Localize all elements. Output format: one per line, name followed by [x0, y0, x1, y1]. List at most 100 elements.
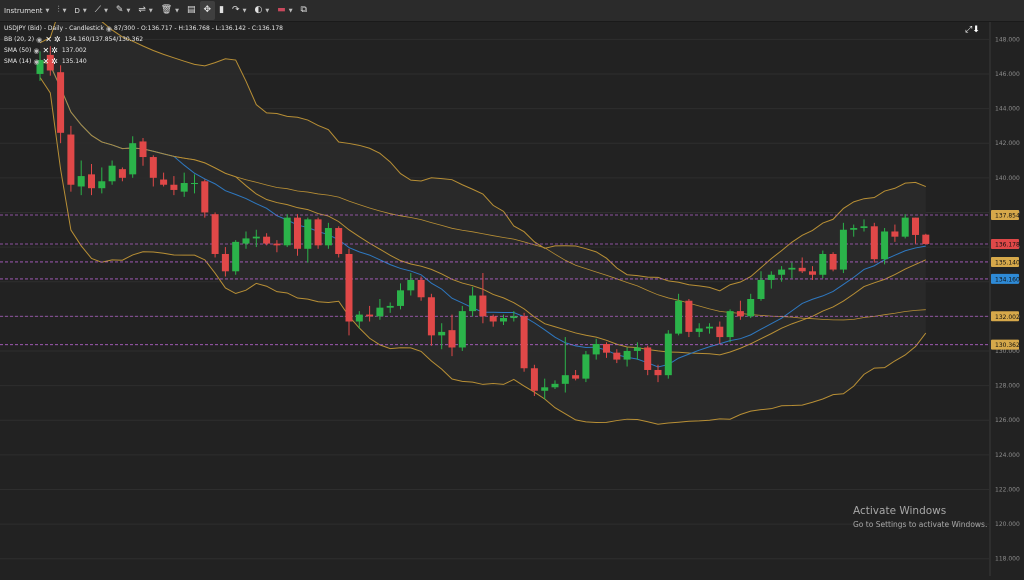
candle-body [901, 217, 909, 237]
price-marker-label: 137.854 [995, 212, 1020, 219]
candle-body [572, 375, 580, 379]
price-tick-label: 122.000 [995, 486, 1020, 493]
candle-body [500, 318, 507, 322]
price-tick-label: 148.000 [995, 36, 1020, 43]
candle-body [36, 60, 44, 74]
price-marker-label: 132.002 [995, 314, 1020, 321]
settings-icon[interactable]: ✲ [53, 35, 61, 44]
candle-body [252, 236, 260, 239]
pen-tool-icon: ✎ [115, 5, 124, 15]
bollinger-lower-line [39, 77, 927, 425]
line-tool-button[interactable]: ⟋ ▼ [91, 1, 112, 20]
fib-tool-button[interactable]: ⇌ ▼ [134, 1, 156, 20]
legend-sma50: SMA (50) ◉ ✕ ✲ 137.002 [4, 46, 87, 55]
candle-body [860, 226, 868, 229]
bollinger-upper-line [39, 0, 926, 292]
chevron-down-icon: ▼ [62, 7, 67, 14]
candle-body [778, 269, 786, 275]
candle-body [294, 217, 301, 249]
candle-body [695, 328, 703, 332]
candle-body [376, 307, 384, 317]
theme-button[interactable]: ◐ ▼ [250, 1, 273, 20]
legend-sma14-value: 135.140 [61, 58, 87, 65]
candle-body [88, 174, 95, 189]
candle-body [747, 299, 755, 317]
legend-bb-label: BB (20, 2) [4, 36, 35, 43]
candle-body [603, 344, 610, 353]
legend-sma50-label: SMA (50) [4, 47, 32, 54]
price-tick-label: 118.000 [995, 556, 1020, 563]
legend-ohlc: 87/300 - O:136.717 - H:136.768 - L:136.1… [113, 25, 283, 32]
candle-body [345, 253, 353, 322]
candle-body [510, 316, 518, 319]
candle-body [355, 314, 363, 322]
chevron-down-icon: ▼ [175, 7, 180, 14]
pen-tool-button[interactable]: ✎ ▼ [112, 1, 134, 20]
price-marker-label: 130.362 [995, 342, 1020, 349]
price-tick-label: 130.000 [995, 348, 1020, 355]
candle-body [427, 297, 435, 336]
share-icon: ↷ [232, 5, 240, 15]
price-tick-label: 120.000 [995, 521, 1020, 528]
legend-bb: BB (20, 2) ◉ ✕ ✲ 134.160/137.854/130.362 [4, 35, 143, 44]
legend-sma50-value: 137.002 [61, 47, 87, 54]
candle-body [108, 165, 116, 182]
remove-indicator-icon[interactable]: ✕ [42, 46, 50, 55]
candle-body [541, 387, 549, 391]
expand-icon[interactable]: ⤢⬇ [965, 25, 980, 35]
layout-button[interactable]: ▤ [183, 1, 200, 20]
candle-body [335, 228, 343, 254]
candle-body [201, 181, 209, 213]
candle-body [438, 331, 446, 336]
crosshair-button[interactable]: ✥ [199, 1, 216, 20]
settings-icon[interactable]: ✲ [51, 57, 58, 66]
legend-symbol: USDJPY (Bid) - Daily - Candlestick ◉ 87/… [4, 24, 283, 33]
price-marker-tag [991, 256, 1019, 267]
price-marker-tag [991, 339, 1019, 350]
price-tick-label: 146.000 [995, 71, 1020, 78]
language-button[interactable]: ▬ ▼ [273, 1, 296, 20]
remove-indicator-icon[interactable]: ✕ [42, 57, 50, 66]
indicators-button[interactable]: ▮ [215, 1, 228, 20]
candle-body [417, 279, 425, 298]
candle-body [458, 311, 466, 348]
legend-sma14-label: SMA (14) [4, 58, 32, 65]
candle-body [716, 326, 724, 338]
instrument-selector[interactable]: Instrument ▼ [0, 1, 53, 20]
candle-body [613, 352, 621, 360]
activate-windows-watermark: Activate Windows Go to Settings to activ… [853, 505, 988, 529]
timeframe-selector[interactable]: D ▼ [71, 1, 91, 20]
share-button[interactable]: ↷ ▼ [228, 1, 250, 20]
chart-type-icon: ⫶ [57, 5, 60, 15]
fib-tool-icon: ⇌ [138, 5, 146, 15]
candle-body [551, 383, 559, 388]
delete-button[interactable]: 🗑 ▼ [157, 1, 183, 20]
eye-icon[interactable]: ◉ [105, 24, 112, 33]
candle-body [304, 219, 312, 249]
layout-icon: ▤ [187, 5, 196, 15]
eye-icon[interactable]: ◉ [33, 57, 40, 66]
candle-body [912, 217, 919, 235]
candle-body [870, 226, 878, 260]
eye-icon[interactable]: ◉ [36, 35, 43, 44]
eye-icon[interactable]: ◉ [33, 46, 40, 55]
candle-body [881, 231, 889, 260]
price-marker-tag [991, 209, 1019, 220]
trash-icon: 🗑 [160, 5, 173, 15]
chart-type-button[interactable]: ⫶ ▼ [53, 1, 70, 20]
candle-body [324, 228, 332, 246]
settings-icon[interactable]: ✲ [51, 46, 58, 55]
candle-body [232, 241, 240, 272]
candle-body [798, 267, 806, 272]
instrument-label: Instrument [4, 6, 43, 15]
chevron-down-icon: ▼ [242, 7, 247, 14]
candle-body [788, 267, 796, 270]
window-icon: ⧉ [300, 5, 307, 15]
price-tick-label: 144.000 [995, 106, 1020, 113]
detach-window-button[interactable]: ⧉ [297, 1, 311, 20]
remove-indicator-icon[interactable]: ✕ [45, 35, 52, 44]
candle-body [726, 311, 734, 338]
chevron-down-icon: ▼ [45, 7, 50, 14]
